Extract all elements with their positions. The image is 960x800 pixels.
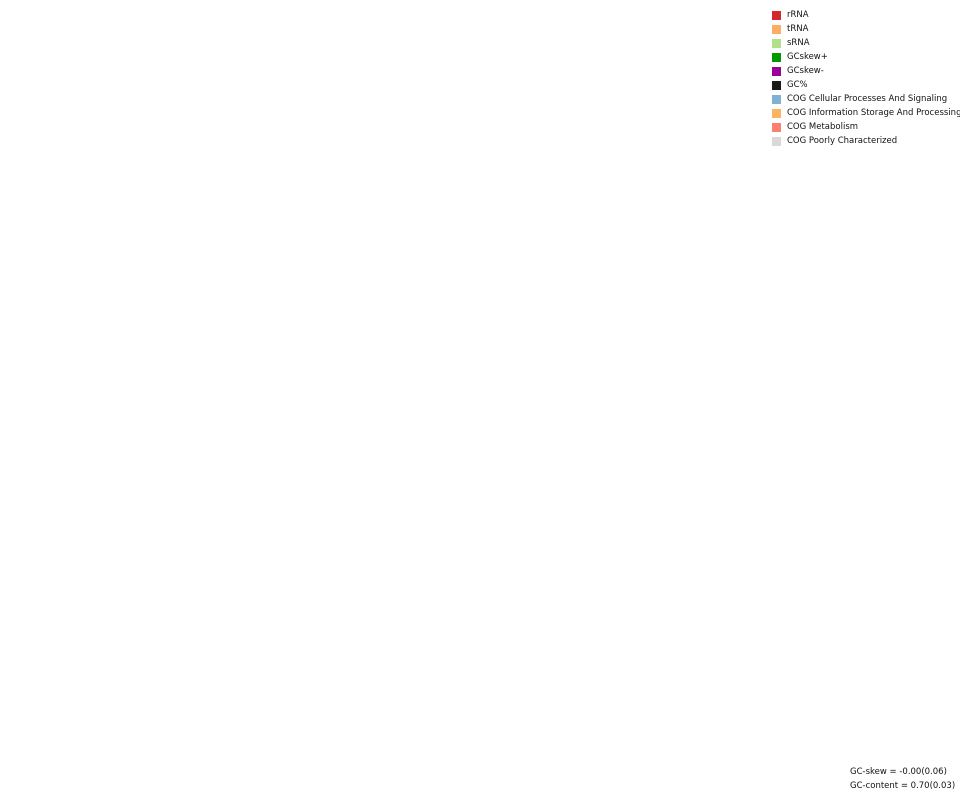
cog-poorly-swatch-icon xyxy=(772,136,781,146)
legend-label: GC% xyxy=(787,80,808,90)
legend-label: sRNA xyxy=(787,38,810,48)
legend-item-trna: tRNA xyxy=(772,22,960,36)
legend: rRNA tRNA sRNA GCskew+ GCskew- GC% COG C… xyxy=(772,8,960,148)
legend-label: COG Information Storage And Processing xyxy=(787,108,960,118)
legend-label: tRNA xyxy=(787,24,809,34)
legend-item-rrna: rRNA xyxy=(772,8,960,22)
rrna-swatch-icon xyxy=(772,10,781,20)
gcskew-plus-swatch-icon xyxy=(772,52,781,62)
legend-label: GCskew- xyxy=(787,66,824,76)
legend-item-cog-poorly-characterized: COG Poorly Characterized xyxy=(772,134,960,148)
legend-item-gcskew-minus: GCskew- xyxy=(772,64,960,78)
legend-item-gcskew-plus: GCskew+ xyxy=(772,50,960,64)
srna-swatch-icon xyxy=(772,38,781,48)
cog-cellular-swatch-icon xyxy=(772,94,781,104)
legend-item-cog-cellular: COG Cellular Processes And Signaling xyxy=(772,92,960,106)
gc-percent-swatch-icon xyxy=(772,80,781,90)
legend-label: COG Metabolism xyxy=(787,122,859,132)
legend-item-srna: sRNA xyxy=(772,36,960,50)
legend-item-cog-metabolism: COG Metabolism xyxy=(772,120,960,134)
legend-item-cog-information: COG Information Storage And Processing xyxy=(772,106,960,120)
genome-stats: GC-skew = -0.00(0.06) GC-content = 0.70(… xyxy=(850,765,955,793)
legend-item-gc-percent: GC% xyxy=(772,78,960,92)
legend-label: rRNA xyxy=(787,10,809,20)
legend-label: COG Cellular Processes And Signaling xyxy=(787,94,948,104)
gc-skew-stat: GC-skew = -0.00(0.06) xyxy=(850,767,947,777)
gcskew-minus-swatch-icon xyxy=(772,66,781,76)
trna-swatch-icon xyxy=(772,24,781,34)
cog-metabolism-swatch-icon xyxy=(772,122,781,132)
legend-label: GCskew+ xyxy=(787,52,828,62)
gc-content-stat: GC-content = 0.70(0.03) xyxy=(850,781,956,791)
legend-label: COG Poorly Characterized xyxy=(787,136,898,146)
cog-information-swatch-icon xyxy=(772,108,781,118)
